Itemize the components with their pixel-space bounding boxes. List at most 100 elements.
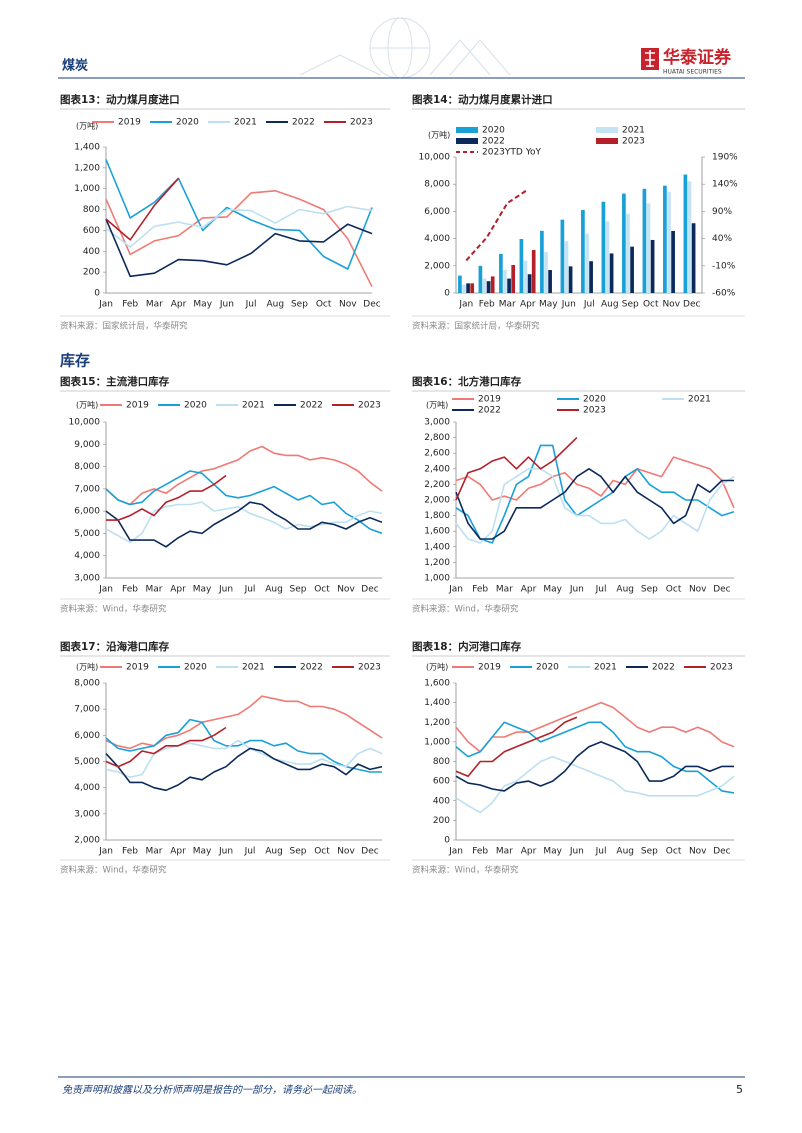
y-tick-label: 8,000	[424, 180, 450, 190]
series-line	[105, 718, 382, 773]
x-tick-label: Oct	[666, 847, 682, 857]
y-tick-label: 1,200	[424, 558, 450, 568]
x-tick-label: Jan	[98, 300, 113, 310]
unit-label: (万吨)	[76, 662, 98, 672]
bar	[470, 283, 475, 293]
y-tick-label: 5,000	[74, 757, 100, 767]
legend-label: 2021	[622, 126, 645, 136]
y-tick-label: 6,000	[74, 507, 100, 517]
y-tick-label: 1,400	[74, 143, 100, 153]
x-tick-label: Dec	[361, 585, 378, 595]
y-tick-label: 7,000	[74, 484, 100, 494]
logo-glyph	[645, 50, 655, 67]
y-tick-label: 4,000	[74, 551, 100, 561]
bar	[650, 239, 655, 293]
x-tick-label: Apr	[170, 847, 186, 857]
legend-label: 2020	[176, 118, 199, 128]
bar	[462, 284, 466, 293]
chart-title: 图表14：动力煤月度累计进口	[412, 93, 553, 106]
legend-label: 2020	[536, 663, 559, 673]
y-tick-label: 3,000	[74, 574, 100, 584]
x-tick-label: Nov	[689, 585, 707, 595]
x-tick-label: Mar	[146, 847, 163, 857]
x-tick-label: Feb	[122, 300, 138, 310]
x-tick-label: May	[193, 847, 212, 857]
series-line	[105, 190, 373, 288]
x-tick-label: Apr	[171, 300, 187, 310]
legend-label: 2021	[242, 663, 265, 673]
legend-label: 2023	[358, 663, 381, 673]
legend-label: 2021	[688, 395, 711, 405]
bar	[568, 266, 573, 293]
x-tick-label: Aug	[265, 585, 283, 595]
x-tick-label: Mar	[496, 585, 513, 595]
y-tick-label: 2,800	[424, 433, 450, 443]
unit-label: (万吨)	[426, 400, 448, 410]
y-tick-label: 4,000	[74, 783, 100, 793]
x-tick-label: Jan	[98, 585, 113, 595]
bar	[683, 174, 688, 293]
y-tick-label: 9,000	[74, 440, 100, 450]
y-tick-label: 1,800	[424, 511, 450, 521]
bar	[544, 252, 548, 293]
x-tick-label: Jul	[595, 585, 607, 595]
y-tick-label: 1,000	[424, 737, 450, 747]
y2-tick-label: -10%	[712, 261, 736, 271]
legend-swatch	[456, 138, 478, 144]
bar	[663, 185, 667, 293]
x-tick-label: Aug	[265, 847, 283, 857]
source-note: 资料来源：Wind，华泰研究	[412, 604, 519, 615]
legend-label: 2019	[478, 663, 501, 673]
x-tick-label: Sep	[291, 300, 308, 310]
x-tick-label: Nov	[337, 585, 355, 595]
x-tick-label: Jun	[218, 585, 233, 595]
series-line	[455, 721, 735, 794]
legend-label: 2021	[234, 118, 257, 128]
bar	[531, 250, 536, 293]
legend-label: 2023	[710, 663, 733, 673]
series-line	[105, 501, 383, 548]
legend-label: 2020	[184, 401, 207, 411]
legend-label: 2022	[482, 137, 505, 147]
bar	[499, 253, 503, 293]
x-tick-label: Dec	[363, 300, 380, 310]
series-line	[455, 468, 734, 540]
source-note: 资料来源：Wind，华泰研究	[412, 865, 519, 876]
legend-label: 2019	[118, 118, 141, 128]
bar	[482, 278, 487, 293]
x-tick-label: Dec	[683, 300, 700, 310]
y2-tick-label: 140%	[712, 180, 738, 190]
source-note: 资料来源：国家统计局，华泰研究	[60, 321, 188, 332]
y-tick-label: 3,000	[424, 418, 450, 428]
y-tick-label: 2,000	[424, 496, 450, 506]
x-tick-label: May	[193, 300, 212, 310]
x-tick-label: May	[539, 300, 558, 310]
x-tick-label: Sep	[622, 300, 639, 310]
x-tick-label: Sep	[641, 585, 658, 595]
series-line	[106, 474, 227, 521]
y-tick-label: 200	[83, 268, 100, 278]
bar	[601, 201, 606, 293]
series-line	[455, 437, 578, 501]
bar	[523, 260, 528, 293]
legend-label: 2020	[482, 126, 505, 136]
legend-label: 2022	[292, 118, 315, 128]
legend-label: 2023	[350, 118, 373, 128]
bar	[581, 210, 585, 293]
x-tick-label: Oct	[316, 300, 332, 310]
chart-title: 图表16：北方港口库存	[412, 375, 522, 388]
x-tick-label: Apr	[520, 300, 536, 310]
legend-label: 2022	[300, 663, 323, 673]
y-tick-label: 200	[433, 816, 450, 826]
x-tick-label: Apr	[521, 585, 537, 595]
series-line	[455, 456, 735, 509]
x-tick-label: Jun	[561, 300, 576, 310]
x-tick-label: Feb	[122, 585, 138, 595]
series-line	[105, 159, 373, 270]
y2-tick-label: 90%	[712, 207, 732, 217]
y-tick-label: 8,000	[74, 679, 100, 689]
series-line	[455, 701, 735, 753]
series-line	[455, 444, 735, 544]
footer-disclaimer: 免责声明和披露以及分析师声明是报告的一部分，请务必一起阅读。	[62, 1084, 362, 1096]
